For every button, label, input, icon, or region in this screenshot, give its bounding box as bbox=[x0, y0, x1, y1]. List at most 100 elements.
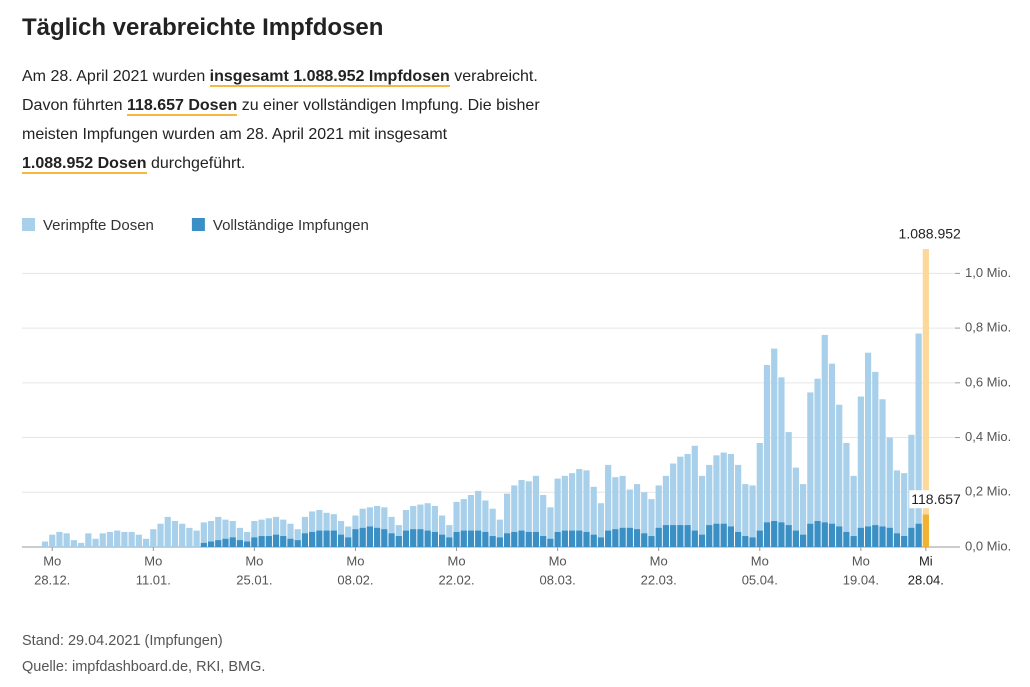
bar bbox=[294, 540, 301, 547]
bar bbox=[186, 527, 193, 547]
bar bbox=[792, 467, 799, 547]
bar bbox=[475, 490, 482, 547]
bar bbox=[417, 504, 424, 547]
y-tick-label: 0,4 Mio. bbox=[965, 429, 1011, 444]
bar bbox=[337, 521, 345, 547]
bar bbox=[222, 538, 229, 547]
bar bbox=[857, 396, 864, 547]
bar bbox=[612, 529, 619, 547]
bar bbox=[381, 529, 388, 547]
x-tick-label: Mo bbox=[549, 553, 567, 568]
bar bbox=[540, 536, 547, 547]
bar bbox=[778, 377, 785, 547]
bar bbox=[374, 505, 381, 547]
bar bbox=[727, 526, 734, 547]
bar bbox=[446, 525, 453, 547]
intro-line: Am 28. April 2021 wurden insgesamt 1.088… bbox=[22, 62, 540, 91]
legend-label: Vollständige Impfungen bbox=[213, 217, 369, 234]
bar bbox=[742, 484, 749, 547]
intro-line: 1.088.952 Dosen durchgeführt. bbox=[22, 149, 540, 178]
bar bbox=[771, 521, 778, 547]
bar bbox=[301, 533, 309, 547]
bar bbox=[677, 525, 684, 547]
x-tick-label: 28.12. bbox=[34, 572, 70, 587]
bar bbox=[677, 456, 684, 547]
bar bbox=[157, 523, 164, 547]
bar bbox=[864, 526, 872, 547]
bar bbox=[771, 348, 778, 547]
bar bbox=[828, 523, 836, 547]
bar bbox=[525, 481, 532, 547]
intro-line: meisten Impfungen wurden am 28. April 20… bbox=[22, 120, 540, 149]
bar bbox=[583, 531, 590, 547]
bar bbox=[576, 469, 583, 547]
bar bbox=[561, 530, 568, 547]
legend-swatch bbox=[191, 218, 205, 231]
bar bbox=[597, 537, 605, 547]
bar bbox=[475, 530, 482, 547]
bar bbox=[893, 470, 901, 547]
bar bbox=[171, 521, 179, 547]
bar bbox=[316, 510, 323, 547]
bar bbox=[135, 534, 142, 547]
bar bbox=[698, 475, 706, 547]
legend-label: Verimpfte Dosen bbox=[43, 217, 154, 234]
value-label-bg bbox=[909, 490, 964, 509]
bar bbox=[200, 522, 207, 547]
bar bbox=[698, 534, 706, 547]
bar bbox=[756, 530, 763, 547]
bar bbox=[150, 529, 157, 547]
bar bbox=[41, 541, 49, 547]
x-tick-label: Mo bbox=[751, 553, 769, 568]
text: durchgeführt. bbox=[146, 155, 246, 172]
bar bbox=[70, 540, 77, 547]
bar bbox=[244, 531, 251, 547]
bar bbox=[792, 530, 799, 547]
bar bbox=[908, 527, 915, 547]
bar bbox=[576, 530, 583, 547]
x-tick-label: Mo bbox=[852, 553, 870, 568]
y-tick-label: 1,0 Mio. bbox=[965, 265, 1011, 280]
bar bbox=[316, 530, 323, 547]
bar bbox=[662, 475, 670, 547]
bar bbox=[713, 455, 720, 547]
x-tick-label: Mo bbox=[346, 553, 364, 568]
bar bbox=[684, 525, 691, 547]
bar bbox=[879, 399, 886, 547]
text: Davon führten bbox=[22, 97, 127, 114]
bar bbox=[655, 485, 662, 547]
bar bbox=[800, 484, 807, 547]
bar bbox=[641, 533, 648, 547]
bar bbox=[374, 527, 381, 547]
text: Am 28. April 2021 wurden bbox=[22, 68, 210, 85]
bar bbox=[352, 529, 359, 547]
bar bbox=[453, 531, 460, 547]
bar bbox=[287, 538, 294, 547]
bar bbox=[309, 511, 316, 547]
bar bbox=[207, 541, 215, 547]
bar bbox=[749, 485, 756, 547]
bar bbox=[778, 522, 785, 547]
bar bbox=[467, 530, 475, 547]
bar bbox=[388, 516, 395, 547]
x-tick-label: Mo bbox=[650, 553, 668, 568]
bar bbox=[763, 365, 771, 547]
bar bbox=[568, 473, 576, 547]
bar bbox=[381, 507, 388, 547]
bar bbox=[265, 536, 272, 547]
bar bbox=[713, 523, 720, 547]
bar bbox=[836, 526, 843, 547]
bar bbox=[850, 536, 857, 547]
x-tick-label: Mo bbox=[43, 553, 61, 568]
bar bbox=[511, 485, 518, 547]
bar bbox=[872, 525, 879, 547]
bar bbox=[106, 531, 114, 547]
bar bbox=[258, 519, 265, 547]
bar bbox=[518, 530, 525, 547]
bar bbox=[626, 489, 633, 547]
bar bbox=[460, 499, 467, 547]
bar bbox=[323, 530, 330, 547]
bar bbox=[236, 540, 244, 547]
bar bbox=[272, 516, 280, 547]
bar bbox=[691, 530, 698, 547]
